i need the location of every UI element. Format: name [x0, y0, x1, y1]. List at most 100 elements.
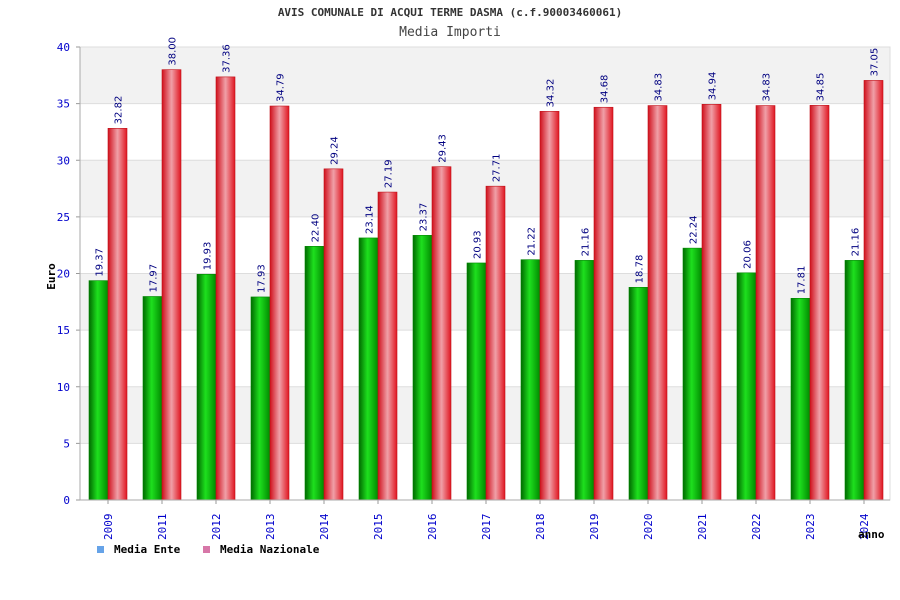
data-label: 37.05 — [870, 48, 881, 77]
x-tick-label: 2022 — [750, 514, 763, 541]
y-tick-label: 0 — [63, 494, 70, 507]
legend-label: Media Ente — [114, 543, 181, 556]
bar-media-nazionale — [485, 185, 506, 501]
y-axis-label: Euro — [44, 263, 58, 290]
x-axis-ticks: 2009 2011 2012 2013 2014 2015 2016 2017 2018 2019… — [102, 500, 871, 540]
bar-media-ente — [844, 260, 865, 501]
legend-swatch-icon — [203, 546, 210, 553]
bar-media-ente — [196, 273, 217, 501]
data-label: 21.16 — [581, 228, 592, 257]
data-label: 22.40 — [311, 214, 322, 243]
bar-media-ente — [412, 235, 433, 501]
x-axis-label: anno — [858, 528, 885, 541]
x-tick-label: 2009 — [102, 514, 115, 541]
data-label: 34.79 — [276, 73, 287, 102]
bar-media-ente — [88, 280, 109, 501]
data-label: 19.93 — [203, 242, 214, 271]
bar-media-nazionale — [161, 69, 182, 501]
chart-subtitle: Media Importi — [399, 25, 501, 40]
data-label: 22.24 — [689, 215, 700, 244]
bar-media-nazionale — [809, 105, 830, 501]
bar-media-ente — [304, 246, 325, 501]
legend-label: Media Nazionale — [220, 543, 320, 556]
x-tick-label: 2023 — [804, 514, 817, 541]
x-tick-label: 2013 — [264, 514, 277, 541]
data-label: 17.81 — [797, 266, 808, 295]
bar-media-nazionale — [539, 111, 560, 501]
bar-media-ente — [358, 237, 379, 501]
data-label: 23.14 — [365, 205, 376, 234]
data-label: 27.71 — [492, 154, 503, 183]
bar-media-ente — [466, 262, 487, 501]
data-label: 19.37 — [95, 248, 106, 277]
data-label: 17.97 — [149, 264, 160, 293]
x-tick-label: 2020 — [642, 514, 655, 541]
y-tick-label: 20 — [57, 268, 70, 281]
x-tick-label: 2019 — [588, 514, 601, 541]
bar-media-ente — [736, 272, 757, 501]
chart-title: AVIS COMUNALE DI ACQUI TERME DASMA (c.f.… — [277, 6, 623, 19]
grid-band — [80, 103, 890, 161]
data-label: 17.93 — [257, 264, 268, 293]
data-label: 34.83 — [762, 73, 773, 102]
y-tick-label: 10 — [57, 381, 70, 394]
bar-media-nazionale — [107, 128, 128, 501]
data-label: 34.85 — [816, 73, 827, 102]
bar-media-ente — [790, 298, 811, 501]
bars — [88, 69, 884, 501]
bar-media-nazionale — [377, 191, 398, 501]
x-tick-label: 2011 — [156, 514, 169, 541]
y-tick-label: 30 — [57, 154, 70, 167]
data-label: 20.06 — [743, 240, 754, 269]
bar-media-nazionale — [269, 105, 290, 501]
data-label: 38.00 — [168, 37, 179, 66]
data-label: 34.32 — [546, 79, 557, 108]
data-label: 20.93 — [473, 230, 484, 259]
bar-media-nazionale — [593, 106, 614, 501]
bar-media-nazionale — [701, 104, 722, 501]
x-tick-label: 2024 — [858, 513, 871, 540]
grid-band — [80, 47, 890, 104]
bar-media-ente — [574, 260, 595, 501]
data-label: 18.78 — [635, 255, 646, 284]
bar-media-ente — [250, 296, 271, 501]
bar-media-nazionale — [863, 80, 884, 501]
x-tick-label: 2021 — [696, 514, 709, 541]
x-tick-label: 2017 — [480, 514, 493, 541]
bar-media-nazionale — [431, 166, 452, 501]
legend-item-media-ente: Media Ente — [97, 543, 180, 556]
x-tick-label: 2014 — [318, 513, 331, 540]
bar-media-ente — [520, 259, 541, 501]
y-tick-label: 25 — [57, 211, 70, 224]
bar-media-ente — [682, 247, 703, 501]
bar-media-nazionale — [647, 105, 668, 501]
x-tick-label: 2012 — [210, 514, 223, 541]
bar-media-nazionale — [215, 76, 236, 501]
y-axis-ticks: 0 5 10 15 20 25 30 35 40 — [57, 41, 80, 507]
bar-media-nazionale — [323, 168, 344, 501]
y-tick-label: 5 — [63, 437, 70, 450]
bar-media-ente — [628, 287, 649, 501]
y-tick-label: 15 — [57, 324, 70, 337]
x-tick-label: 2018 — [534, 514, 547, 541]
data-labels: 19.37 32.82 17.97 38.00 19.93 37.36 17.93 34.79… — [95, 37, 881, 294]
data-label: 37.36 — [222, 44, 233, 73]
data-label: 21.16 — [851, 228, 862, 257]
data-label: 34.68 — [600, 75, 611, 104]
bar-media-nazionale — [755, 105, 776, 501]
grid-band — [80, 160, 890, 217]
data-label: 23.37 — [419, 203, 430, 232]
legend-swatch-icon — [97, 546, 104, 553]
x-tick-label: 2015 — [372, 514, 385, 541]
data-label: 27.19 — [384, 159, 395, 188]
bar-media-ente — [142, 296, 163, 501]
y-tick-label: 40 — [57, 41, 70, 54]
data-label: 29.43 — [438, 134, 449, 163]
legend-item-media-nazionale: Media Nazionale — [203, 543, 319, 556]
data-label: 34.83 — [654, 73, 665, 102]
data-label: 21.22 — [527, 227, 538, 256]
x-tick-label: 2016 — [426, 514, 439, 541]
y-tick-label: 35 — [57, 98, 70, 111]
data-label: 32.82 — [114, 96, 125, 125]
